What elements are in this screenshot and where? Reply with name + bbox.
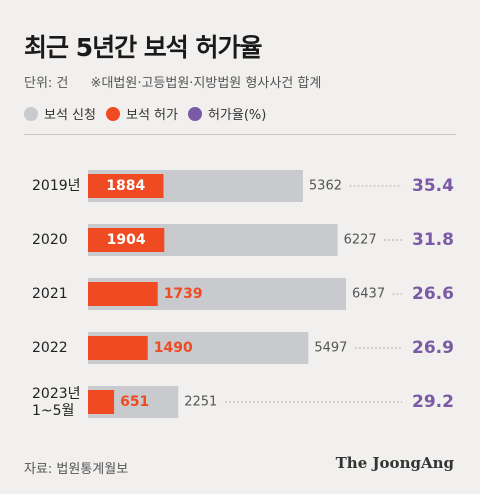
legend-item-application: 보석 신청 <box>24 104 96 123</box>
scope-note: ※대법원·고등법원·지방법원 형사사건 합계 <box>90 76 322 91</box>
rate-value-label: 26.9 <box>412 338 454 358</box>
bar-chart: 2019년 1884 5362 35.4 2020 1904 6227 31.8 2021 173… <box>32 170 454 419</box>
application-value-label: 5497 <box>314 341 347 356</box>
approval-value-label: 651 <box>120 394 149 410</box>
category-label: 2021 <box>32 286 68 302</box>
rate-value-label: 31.8 <box>412 230 454 250</box>
category-label: 2020 <box>32 232 68 248</box>
legend-label: 허가율(%) <box>207 108 267 123</box>
approval-bar <box>88 390 115 414</box>
rate-value-label: 29.2 <box>412 392 454 412</box>
chart-title: 최근 5년간 보석 허가율 <box>24 33 263 62</box>
approval-value-label: 1884 <box>106 178 145 194</box>
rate-value-label: 35.4 <box>412 176 454 196</box>
divider <box>24 134 456 135</box>
application-value-label: 2251 <box>184 395 217 410</box>
legend-item-approval: 보석 허가 <box>105 104 178 123</box>
category-label: 2019년 <box>32 178 81 194</box>
source-note: 자료: 법원통계월보 <box>24 462 129 477</box>
category-label: 2022 <box>32 340 68 356</box>
legend-item-rate: 허가율(%) <box>187 104 267 123</box>
brand-logo: The JoongAng <box>335 454 454 472</box>
category-label: 2023년 1~5월 <box>32 386 81 419</box>
approval-bar <box>88 174 164 198</box>
legend-dot-icon <box>187 106 202 121</box>
approval-bar <box>88 228 165 252</box>
application-value-label: 6227 <box>344 233 377 248</box>
legend: 보석 신청 보석 허가 허가율(%) <box>24 104 276 123</box>
unit-label: 단위: 건 <box>24 76 69 91</box>
approval-bar <box>88 282 158 306</box>
approval-bar <box>88 336 148 360</box>
legend-label: 보석 신청 <box>44 108 96 123</box>
rate-value-label: 26.6 <box>412 284 454 304</box>
approval-value-label: 1739 <box>164 286 203 302</box>
legend-dot-icon <box>24 106 38 121</box>
application-value-label: 5362 <box>309 179 342 194</box>
legend-label: 보석 허가 <box>125 108 178 123</box>
application-value-label: 6437 <box>352 287 385 302</box>
legend-dot-icon <box>105 106 120 121</box>
approval-value-label: 1904 <box>107 232 146 248</box>
meta-row: 단위: 건 ※대법원·고등법원·지방법원 형사사건 합계 <box>24 72 321 91</box>
approval-value-label: 1490 <box>154 340 193 356</box>
